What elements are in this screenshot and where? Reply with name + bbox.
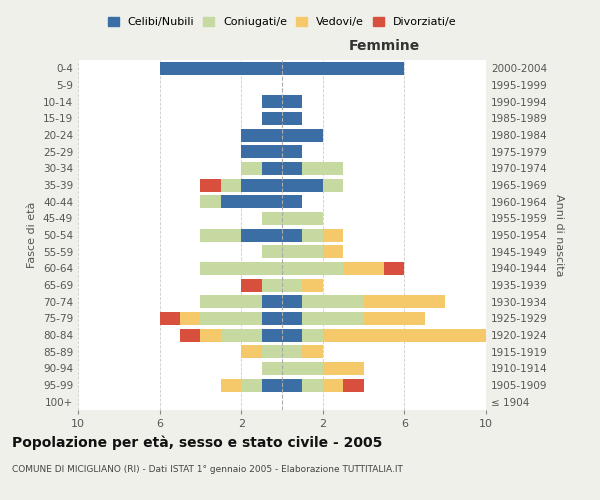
Bar: [302, 228, 323, 241]
Legend: Celibi/Nubili, Coniugati/e, Vedovi/e, Divorziati/e: Celibi/Nubili, Coniugati/e, Vedovi/e, Di…: [107, 16, 457, 27]
Bar: [323, 378, 343, 392]
Bar: [160, 62, 282, 75]
Bar: [282, 195, 302, 208]
Bar: [241, 228, 282, 241]
Bar: [262, 345, 282, 358]
Bar: [282, 312, 302, 325]
Bar: [200, 178, 221, 192]
Bar: [302, 295, 364, 308]
Bar: [282, 262, 343, 275]
Bar: [282, 112, 302, 125]
Bar: [160, 312, 180, 325]
Text: Popolazione per età, sesso e stato civile - 2005: Popolazione per età, sesso e stato civil…: [12, 435, 382, 450]
Bar: [343, 378, 364, 392]
Bar: [200, 312, 262, 325]
Bar: [221, 178, 241, 192]
Bar: [282, 128, 323, 141]
Bar: [200, 195, 221, 208]
Text: COMUNE DI MICIGLIANO (RI) - Dati ISTAT 1° gennaio 2005 - Elaborazione TUTTITALIA: COMUNE DI MICIGLIANO (RI) - Dati ISTAT 1…: [12, 465, 403, 474]
Bar: [302, 328, 323, 342]
Bar: [323, 245, 343, 258]
Bar: [180, 328, 200, 342]
Bar: [343, 262, 384, 275]
Bar: [241, 145, 282, 158]
Bar: [221, 328, 262, 342]
Bar: [262, 362, 282, 375]
Bar: [282, 212, 323, 225]
Bar: [282, 178, 323, 192]
Bar: [282, 245, 323, 258]
Bar: [221, 378, 241, 392]
Bar: [241, 178, 282, 192]
Bar: [282, 328, 302, 342]
Bar: [364, 312, 425, 325]
Bar: [241, 278, 262, 291]
Bar: [282, 345, 302, 358]
Bar: [221, 195, 282, 208]
Bar: [241, 128, 282, 141]
Bar: [302, 345, 323, 358]
Bar: [282, 362, 323, 375]
Bar: [364, 295, 445, 308]
Bar: [241, 162, 262, 175]
Y-axis label: Fasce di età: Fasce di età: [28, 202, 37, 268]
Bar: [282, 95, 302, 108]
Bar: [323, 228, 343, 241]
Bar: [282, 278, 302, 291]
Bar: [282, 62, 404, 75]
Bar: [200, 262, 282, 275]
Bar: [180, 312, 200, 325]
Bar: [262, 278, 282, 291]
Bar: [241, 345, 262, 358]
Bar: [282, 378, 302, 392]
Bar: [384, 262, 404, 275]
Bar: [282, 145, 302, 158]
Bar: [200, 228, 241, 241]
Bar: [241, 378, 262, 392]
Bar: [323, 328, 486, 342]
Bar: [200, 328, 221, 342]
Bar: [302, 378, 323, 392]
Bar: [262, 295, 282, 308]
Bar: [323, 362, 364, 375]
Bar: [323, 178, 343, 192]
Bar: [262, 95, 282, 108]
Bar: [262, 112, 282, 125]
Bar: [302, 162, 343, 175]
Bar: [262, 245, 282, 258]
Y-axis label: Anni di nascita: Anni di nascita: [554, 194, 564, 276]
Bar: [282, 162, 302, 175]
Bar: [262, 328, 282, 342]
Bar: [200, 295, 262, 308]
Text: Femmine: Femmine: [349, 39, 419, 53]
Bar: [282, 295, 302, 308]
Bar: [262, 312, 282, 325]
Bar: [302, 312, 364, 325]
Bar: [282, 228, 302, 241]
Bar: [262, 162, 282, 175]
Bar: [262, 212, 282, 225]
Bar: [262, 378, 282, 392]
Bar: [302, 278, 323, 291]
